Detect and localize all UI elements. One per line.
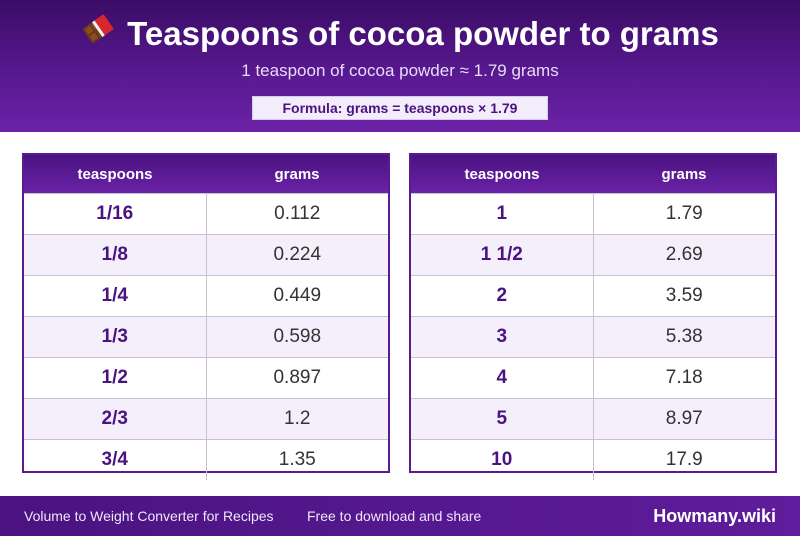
- grams-cell: 1.79: [593, 193, 775, 235]
- chocolate-bar-icon: [81, 13, 115, 53]
- table-header-row: teaspoons grams: [411, 155, 775, 194]
- grams-cell: 2.69: [593, 234, 775, 276]
- grams-cell: 5.38: [593, 316, 775, 358]
- teaspoons-cell: 3: [411, 316, 594, 358]
- table-row: 1/4 0.449: [24, 275, 388, 317]
- table-row: 10 17.9: [411, 439, 775, 480]
- brand-logo[interactable]: Howmany.wiki: [653, 506, 776, 526]
- teaspoons-cell: 1: [411, 193, 594, 235]
- table-header-row: teaspoons grams: [24, 155, 388, 194]
- table-row: 1/8 0.224: [24, 234, 388, 276]
- grams-cell: 17.9: [593, 439, 775, 480]
- column-header-grams: grams: [206, 155, 388, 194]
- teaspoons-cell: 1/3: [24, 316, 207, 358]
- table-row: 2 3.59: [411, 275, 775, 317]
- formula-badge: Formula: grams = teaspoons × 1.79: [252, 96, 548, 120]
- teaspoons-cell: 10: [411, 439, 594, 480]
- teaspoons-cell: 1 1/2: [411, 234, 594, 276]
- grams-cell: 1.35: [206, 439, 388, 480]
- column-header-teaspoons: teaspoons: [24, 155, 206, 194]
- conversion-table-left: teaspoons grams 1/16 0.112 1/8 0.224 1/4 0.…: [22, 153, 390, 480]
- grams-cell: 0.224: [206, 234, 388, 276]
- table-row: 1/16 0.112: [24, 193, 388, 235]
- grams-cell: 8.97: [593, 398, 775, 440]
- table-row: 3/4 1.35: [24, 439, 388, 480]
- column-header-grams: grams: [593, 155, 775, 194]
- grams-cell: 0.598: [206, 316, 388, 358]
- teaspoons-cell: 4: [411, 357, 594, 399]
- table-row: 5 8.97: [411, 398, 775, 440]
- teaspoons-cell: 1/4: [24, 275, 207, 317]
- teaspoons-cell: 3/4: [24, 439, 207, 480]
- teaspoons-cell: 2: [411, 275, 594, 317]
- table-row: 1/3 0.598: [24, 316, 388, 358]
- footer-share-note: Free to download and share: [307, 508, 482, 524]
- grams-cell: 3.59: [593, 275, 775, 317]
- grams-cell: 0.449: [206, 275, 388, 317]
- teaspoons-cell: 2/3: [24, 398, 207, 440]
- grams-cell: 0.112: [206, 193, 388, 235]
- column-header-teaspoons: teaspoons: [411, 155, 593, 194]
- table-row: 2/3 1.2: [24, 398, 388, 440]
- table-row: 1/2 0.897: [24, 357, 388, 399]
- grams-cell: 1.2: [206, 398, 388, 440]
- footer-tagline: Volume to Weight Converter for Recipes: [24, 508, 274, 524]
- grams-cell: 7.18: [593, 357, 775, 399]
- footer: Volume to Weight Converter for Recipes F…: [0, 496, 800, 536]
- teaspoons-cell: 1/2: [24, 357, 207, 399]
- grams-cell: 0.897: [206, 357, 388, 399]
- table-row: 1 1.79: [411, 193, 775, 235]
- table-row: 4 7.18: [411, 357, 775, 399]
- subtitle: 1 teaspoon of cocoa powder ≈ 1.79 grams: [241, 61, 559, 80]
- teaspoons-cell: 5: [411, 398, 594, 440]
- table-row: 3 5.38: [411, 316, 775, 358]
- table-row: 1 1/2 2.69: [411, 234, 775, 276]
- page-title-row: Teaspoons of cocoa powder to grams: [0, 14, 800, 56]
- teaspoons-cell: 1/16: [24, 193, 207, 235]
- page-title: Teaspoons of cocoa powder to grams: [127, 15, 719, 52]
- header: Teaspoons of cocoa powder to grams 1 tea…: [0, 0, 800, 132]
- teaspoons-cell: 1/8: [24, 234, 207, 276]
